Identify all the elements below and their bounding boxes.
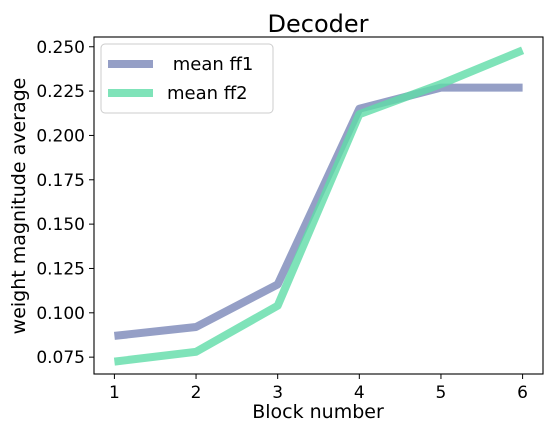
legend-label-1: mean ff1: [167, 54, 253, 75]
y-tick-label: 0.250: [36, 38, 85, 58]
y-tick-label: 0.150: [36, 215, 85, 235]
y-tick-label: 0.100: [36, 304, 85, 324]
y-axis: 0.075 0.100 0.125 0.150 0.175 0.200 0.225 0.250: [36, 38, 94, 368]
legend-label-2: mean ff2: [167, 83, 248, 104]
y-tick-label: 0.175: [36, 171, 85, 191]
chart-title: Decoder: [268, 10, 369, 38]
legend: mean ff1 mean ff2: [101, 44, 273, 113]
x-tick-label: 1: [109, 383, 120, 403]
y-tick-label: 0.200: [36, 126, 85, 146]
x-tick-label: 6: [517, 383, 528, 403]
y-tick-label: 0.075: [36, 348, 85, 368]
x-tick-label: 4: [354, 383, 365, 403]
x-tick-label: 3: [272, 383, 283, 403]
y-tick-label: 0.125: [36, 259, 85, 279]
x-tick-label: 5: [436, 383, 447, 403]
y-tick-label: 0.225: [36, 82, 85, 102]
x-axis: 1 2 3 4 5 6: [109, 374, 528, 403]
x-axis-label: Block number: [252, 401, 384, 423]
x-tick-label: 2: [191, 383, 202, 403]
y-axis-label: weight magnitude average: [8, 78, 30, 335]
